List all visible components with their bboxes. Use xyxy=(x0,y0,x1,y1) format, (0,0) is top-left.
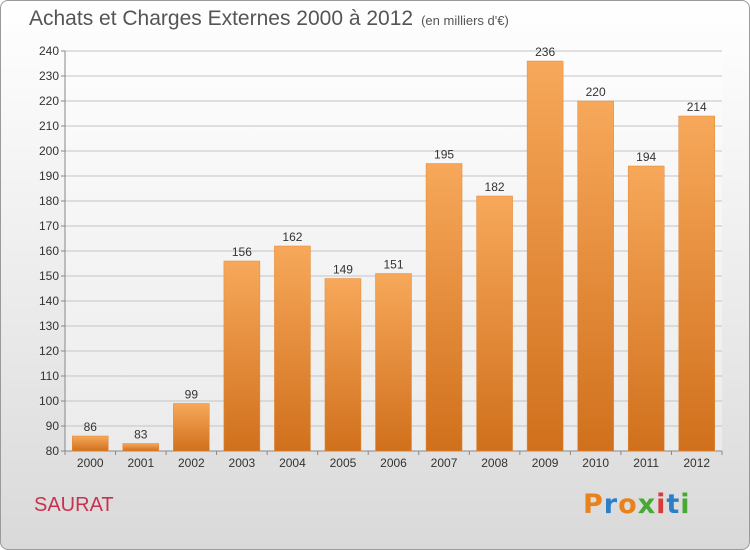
logo-letter: t xyxy=(666,489,681,520)
chart-title-text: Achats et Charges Externes 2000 à 2012 xyxy=(29,7,414,30)
bar-value-label: 182 xyxy=(485,180,505,194)
y-tick-label: 110 xyxy=(40,369,59,383)
y-tick-label: 80 xyxy=(46,444,60,458)
y-tick-label: 150 xyxy=(39,269,59,283)
bar-value-label: 220 xyxy=(586,85,606,99)
y-tick-label: 140 xyxy=(39,294,59,308)
bar xyxy=(577,100,614,452)
x-tick-label: 2010 xyxy=(582,456,609,470)
x-tick-label: 2007 xyxy=(431,456,458,470)
y-tick-label: 230 xyxy=(39,69,59,83)
x-tick-label: 2004 xyxy=(279,456,306,470)
y-tick-label: 240 xyxy=(39,44,59,58)
x-tick-label: 2006 xyxy=(380,456,407,470)
bar-value-label: 236 xyxy=(535,45,555,59)
y-tick-label: 190 xyxy=(39,169,59,183)
bar xyxy=(72,435,109,452)
y-tick-label: 210 xyxy=(39,119,59,133)
chart-subtitle: (en milliers d'€) xyxy=(421,13,509,28)
x-tick-label: 2011 xyxy=(633,456,659,470)
bar-value-label: 83 xyxy=(134,428,148,442)
logo-letter: i xyxy=(656,489,667,520)
bar xyxy=(324,278,362,452)
x-tick-label: 2012 xyxy=(683,456,710,470)
x-tick-label: 2001 xyxy=(127,456,154,470)
bar-value-label: 156 xyxy=(232,245,252,259)
y-tick-label: 160 xyxy=(39,244,59,258)
logo-letter: i xyxy=(680,489,691,520)
bar-value-label: 149 xyxy=(333,263,353,277)
bar-value-label: 162 xyxy=(282,230,302,244)
x-tick-label: 2005 xyxy=(330,456,357,470)
x-tick-label: 2002 xyxy=(178,456,205,470)
bar xyxy=(223,260,261,452)
bar-value-label: 194 xyxy=(636,150,656,164)
x-tick-label: 2008 xyxy=(481,456,508,470)
y-tick-label: 100 xyxy=(39,394,59,408)
logo-letter: r xyxy=(603,489,619,520)
x-tick-label: 2009 xyxy=(532,456,559,470)
y-tick-label: 90 xyxy=(46,419,60,433)
bar-value-label: 86 xyxy=(84,420,98,434)
bar xyxy=(526,60,564,452)
bar xyxy=(476,195,513,452)
bar-value-label: 99 xyxy=(185,388,199,402)
logo-letter: P xyxy=(583,489,604,520)
y-tick-label: 120 xyxy=(39,344,59,358)
commune-name: SAURAT xyxy=(34,494,114,516)
bar xyxy=(274,245,311,452)
bar-value-label: 214 xyxy=(687,100,707,114)
proxiti-logo: Proxiti xyxy=(583,489,691,520)
logo-letter: o xyxy=(618,489,638,520)
x-tick-label: 2003 xyxy=(229,456,256,470)
bar-value-label: 195 xyxy=(434,148,454,162)
y-tick-label: 180 xyxy=(39,194,59,208)
bar xyxy=(122,443,160,452)
y-tick-label: 170 xyxy=(39,219,59,233)
x-tick-label: 2000 xyxy=(77,456,104,470)
bar xyxy=(678,115,715,452)
bar-value-label: 151 xyxy=(383,258,403,272)
y-tick-label: 130 xyxy=(39,319,59,333)
bar xyxy=(627,165,665,452)
logo-letter: x xyxy=(637,489,657,520)
y-tick-label: 200 xyxy=(39,144,59,158)
chart-title: Achats et Charges Externes 2000 à 2012 (e… xyxy=(29,7,509,31)
bar xyxy=(173,403,210,452)
bar xyxy=(425,163,463,452)
y-tick-label: 220 xyxy=(39,94,59,108)
bar xyxy=(375,273,412,452)
